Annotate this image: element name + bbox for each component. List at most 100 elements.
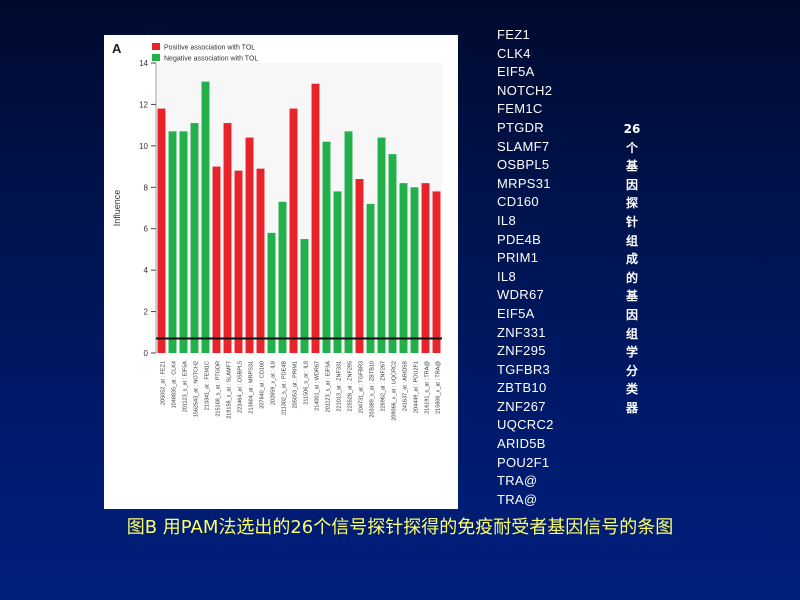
x-tick-label: 201123_s_at : EIF5A <box>326 361 332 413</box>
gene-list: FEZ1 CLK4 EIF5A NOTCH2 FEM1C PTGDR SLAMF7 OSBPL… <box>497 26 554 509</box>
y-tick-label: 4 <box>144 266 149 275</box>
x-tick-label: 226962_at : ZNF267 <box>381 361 387 411</box>
y-axis-label: Influence <box>112 190 122 227</box>
side-label-char: 探 <box>625 196 638 211</box>
side-label-char: 组 <box>625 233 638 248</box>
side-label-char: 基 <box>625 289 638 304</box>
side-label-char: 学 <box>625 345 638 360</box>
bar <box>190 123 199 353</box>
side-label-char: 器 <box>625 400 638 415</box>
x-tick-label: 211302_s_at : PDE4B <box>282 361 288 415</box>
x-tick-label: 223464_at : OSBPL5 <box>238 361 244 413</box>
bar <box>388 154 397 353</box>
gene-list-item: PDE4B <box>497 231 542 247</box>
bar <box>355 179 364 353</box>
x-tick-label: 225528_at : ZNF295 <box>348 361 354 411</box>
x-tick-label: 1562543_at : NOTCH2 <box>194 361 200 417</box>
x-tick-label: 205053_at : PRIM1 <box>293 361 299 408</box>
x-tick-label: 204449_at : POU2F1 <box>414 361 420 413</box>
side-label-char: 基 <box>625 159 638 174</box>
side-label-char: 因 <box>625 307 638 322</box>
chart-panel: A 0 2 4 6 8 10 12 14 Influence 205052_at : FEZ1 104… <box>104 35 458 509</box>
bar <box>289 108 298 353</box>
y-tick-label: 14 <box>139 59 148 68</box>
bar <box>399 183 408 353</box>
gene-list-item: FEM1C <box>497 101 543 117</box>
bar <box>267 232 276 353</box>
x-tick-label: 1048835_at : CLK4 <box>172 361 178 408</box>
bar <box>366 203 375 353</box>
gene-list-item: TRA@ <box>497 491 538 507</box>
bar <box>300 239 309 353</box>
bar <box>344 131 353 353</box>
side-label-char: 26 <box>623 122 641 136</box>
y-tick-label: 0 <box>144 349 149 358</box>
x-tick-label: 215806_x_at : TRA@ <box>436 361 442 414</box>
x-tick-label: 221013_at : ZNF331 <box>337 361 343 411</box>
x-tick-label: 215168_s_at : PTGDR <box>216 361 222 417</box>
plot-area <box>156 63 442 353</box>
x-tick-label: 213341_at : FEM1C <box>205 361 211 410</box>
bar <box>432 191 441 353</box>
side-label-char: 针 <box>625 214 638 229</box>
gene-list-item: ZNF295 <box>497 343 546 359</box>
bar <box>256 168 265 353</box>
bar <box>377 137 386 353</box>
bar <box>421 183 430 353</box>
x-tick-label: 205052_at : FEZ1 <box>161 361 167 405</box>
bar <box>245 137 254 353</box>
gene-list-item: EIF5A <box>497 64 535 80</box>
y-tick-label: 8 <box>144 183 149 192</box>
gene-list-item: NOTCH2 <box>497 82 553 98</box>
bar <box>234 170 243 353</box>
legend-swatch <box>152 43 160 50</box>
bar-chart: A 0 2 4 6 8 10 12 14 Influence 205052_at : FEZ1 104… <box>112 41 442 421</box>
bar <box>179 131 188 353</box>
x-tick-label: 207840_at : CD160 <box>260 361 266 409</box>
x-tick-label: 202859_x_at : IL8 <box>271 361 277 405</box>
legend-swatch <box>152 54 160 61</box>
gene-list-item: PRIM1 <box>497 250 539 266</box>
bar <box>333 191 342 353</box>
x-tick-label: 241637_at : ARID5B <box>403 361 409 411</box>
gene-list-item: POU2F1 <box>497 454 550 470</box>
legend-label: Positive association with TOL <box>164 45 255 52</box>
gene-list-item: SLAMF7 <box>497 138 550 154</box>
x-tick-label: 201123_s_at : EIF5A <box>183 361 189 413</box>
gene-list-item: CD160 <box>497 194 539 210</box>
gene-list-item: ZNF331 <box>497 324 546 340</box>
side-label-char: 分 <box>625 363 638 378</box>
gene-list-item: TGFBR3 <box>497 361 551 377</box>
gene-list-item: ZNF267 <box>497 398 546 414</box>
vertical-side-label: 26 个基因探针组成的基因组学分类器 <box>612 120 652 418</box>
bar <box>311 83 320 353</box>
bar <box>223 123 232 353</box>
gene-list-item: UQCRC2 <box>497 417 554 433</box>
side-label-char: 组 <box>625 326 638 341</box>
y-tick-label: 6 <box>144 225 149 234</box>
x-tick-label: 214001_at : WDR67 <box>315 361 321 411</box>
x-tick-label: 219159_s_at : SLAMF7 <box>227 361 233 419</box>
slide-caption: 图B 用PAM法选出的26个信号探针探得的免疫耐受者基因信号的条图 <box>126 517 674 538</box>
x-tick-label: 204731_at : TGFBR3 <box>359 361 365 413</box>
y-tick-label: 10 <box>139 142 148 151</box>
gene-list-item: FEZ1 <box>497 27 530 42</box>
x-tick-label: 211506_s_at : IL8 <box>304 361 310 405</box>
bar <box>410 187 419 353</box>
bar <box>212 166 221 353</box>
bar <box>168 131 177 353</box>
side-label-char: 个 <box>625 140 638 155</box>
gene-list-item: IL8 <box>497 268 516 284</box>
side-label-char: 的 <box>625 270 638 285</box>
bar <box>157 108 166 353</box>
gene-list-item: PTGDR <box>497 119 544 135</box>
bar <box>322 141 331 353</box>
side-label-char: 因 <box>625 177 638 192</box>
x-tick-label: 209066_x_at : UQCRC2 <box>392 361 398 421</box>
bar <box>278 201 287 353</box>
gene-list-item: IL8 <box>497 212 516 228</box>
x-tick-label: 216191_s_at : TRA@ <box>425 361 431 414</box>
gene-list-item: ARID5B <box>497 436 546 452</box>
panel-letter: A <box>112 41 122 56</box>
bar <box>201 81 210 353</box>
